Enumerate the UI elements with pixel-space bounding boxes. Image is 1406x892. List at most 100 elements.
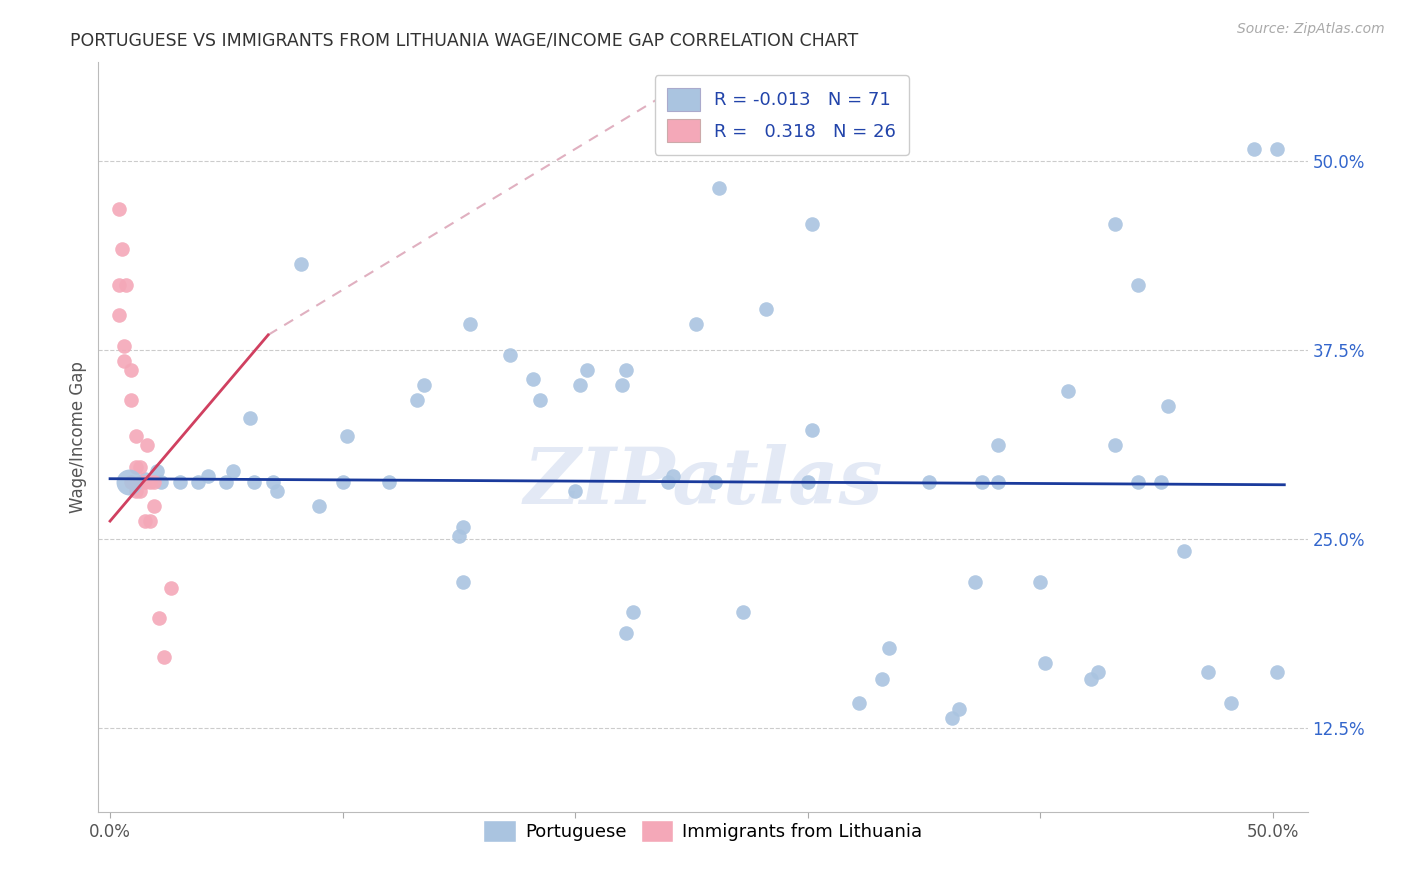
Point <box>948 702 970 716</box>
Point <box>136 438 159 452</box>
Point <box>290 257 312 271</box>
Point <box>1157 399 1180 413</box>
Point <box>575 362 598 376</box>
Point <box>169 475 191 489</box>
Point <box>124 459 146 474</box>
Point <box>187 475 209 489</box>
Point <box>215 475 238 489</box>
Point <box>1087 665 1109 680</box>
Point <box>801 218 824 232</box>
Point <box>621 605 644 619</box>
Point <box>134 514 156 528</box>
Point <box>755 302 778 317</box>
Y-axis label: Wage/Income Gap: Wage/Income Gap <box>69 361 87 513</box>
Point <box>662 468 685 483</box>
Point <box>112 353 135 368</box>
Point <box>115 277 138 292</box>
Point <box>145 464 167 478</box>
Point <box>568 377 591 392</box>
Point <box>453 520 475 534</box>
Point <box>801 423 824 437</box>
Point <box>120 392 142 407</box>
Point <box>120 362 142 376</box>
Point <box>731 605 754 619</box>
Point <box>870 672 893 686</box>
Point <box>143 499 166 513</box>
Point <box>1173 544 1195 558</box>
Point <box>453 574 475 589</box>
Point <box>1197 665 1219 680</box>
Point <box>522 372 544 386</box>
Point <box>709 181 731 195</box>
Point <box>108 308 131 322</box>
Point <box>332 475 354 489</box>
Point <box>413 377 436 392</box>
Point <box>148 611 170 625</box>
Point <box>108 277 131 292</box>
Point <box>152 650 174 665</box>
Point <box>965 574 987 589</box>
Point <box>262 475 284 489</box>
Point <box>124 483 146 498</box>
Point <box>406 392 429 407</box>
Point <box>159 581 181 595</box>
Point <box>657 475 679 489</box>
Point <box>987 438 1010 452</box>
Point <box>970 475 993 489</box>
Point <box>447 529 470 543</box>
Point <box>941 711 963 725</box>
Point <box>610 377 633 392</box>
Point <box>529 392 551 407</box>
Point <box>1080 672 1102 686</box>
Point <box>336 429 359 443</box>
Point <box>378 475 401 489</box>
Point <box>877 641 900 656</box>
Legend: Portuguese, Immigrants from Lithuania: Portuguese, Immigrants from Lithuania <box>474 812 932 851</box>
Point <box>124 429 146 443</box>
Point <box>1126 277 1149 292</box>
Point <box>460 318 482 332</box>
Text: ZIPatlas: ZIPatlas <box>523 444 883 520</box>
Point <box>111 242 134 256</box>
Point <box>1104 438 1126 452</box>
Point <box>243 475 266 489</box>
Point <box>564 483 586 498</box>
Point <box>118 475 141 489</box>
Text: Source: ZipAtlas.com: Source: ZipAtlas.com <box>1237 22 1385 37</box>
Point <box>987 475 1010 489</box>
Point <box>1126 475 1149 489</box>
Point <box>138 475 160 489</box>
Point <box>129 475 152 489</box>
Point <box>197 468 219 483</box>
Point <box>614 626 637 640</box>
Point <box>129 459 152 474</box>
Point <box>685 318 707 332</box>
Point <box>222 464 245 478</box>
Point <box>134 475 156 489</box>
Point <box>614 362 637 376</box>
Point <box>266 483 288 498</box>
Point <box>129 483 152 498</box>
Point <box>1265 142 1288 156</box>
Point <box>108 202 131 217</box>
Point <box>1243 142 1265 156</box>
Point <box>1104 218 1126 232</box>
Point <box>1150 475 1173 489</box>
Text: PORTUGUESE VS IMMIGRANTS FROM LITHUANIA WAGE/INCOME GAP CORRELATION CHART: PORTUGUESE VS IMMIGRANTS FROM LITHUANIA … <box>70 31 859 49</box>
Point <box>1033 657 1056 671</box>
Point <box>112 338 135 352</box>
Point <box>239 411 262 425</box>
Point <box>308 499 330 513</box>
Point <box>499 348 522 362</box>
Point <box>917 475 939 489</box>
Point <box>1265 665 1288 680</box>
Point <box>120 475 142 489</box>
Point <box>143 475 166 489</box>
Point <box>138 514 160 528</box>
Point <box>1057 384 1080 398</box>
Point <box>1219 696 1241 710</box>
Point <box>134 472 156 486</box>
Point <box>703 475 725 489</box>
Point <box>150 475 173 489</box>
Point <box>1029 574 1052 589</box>
